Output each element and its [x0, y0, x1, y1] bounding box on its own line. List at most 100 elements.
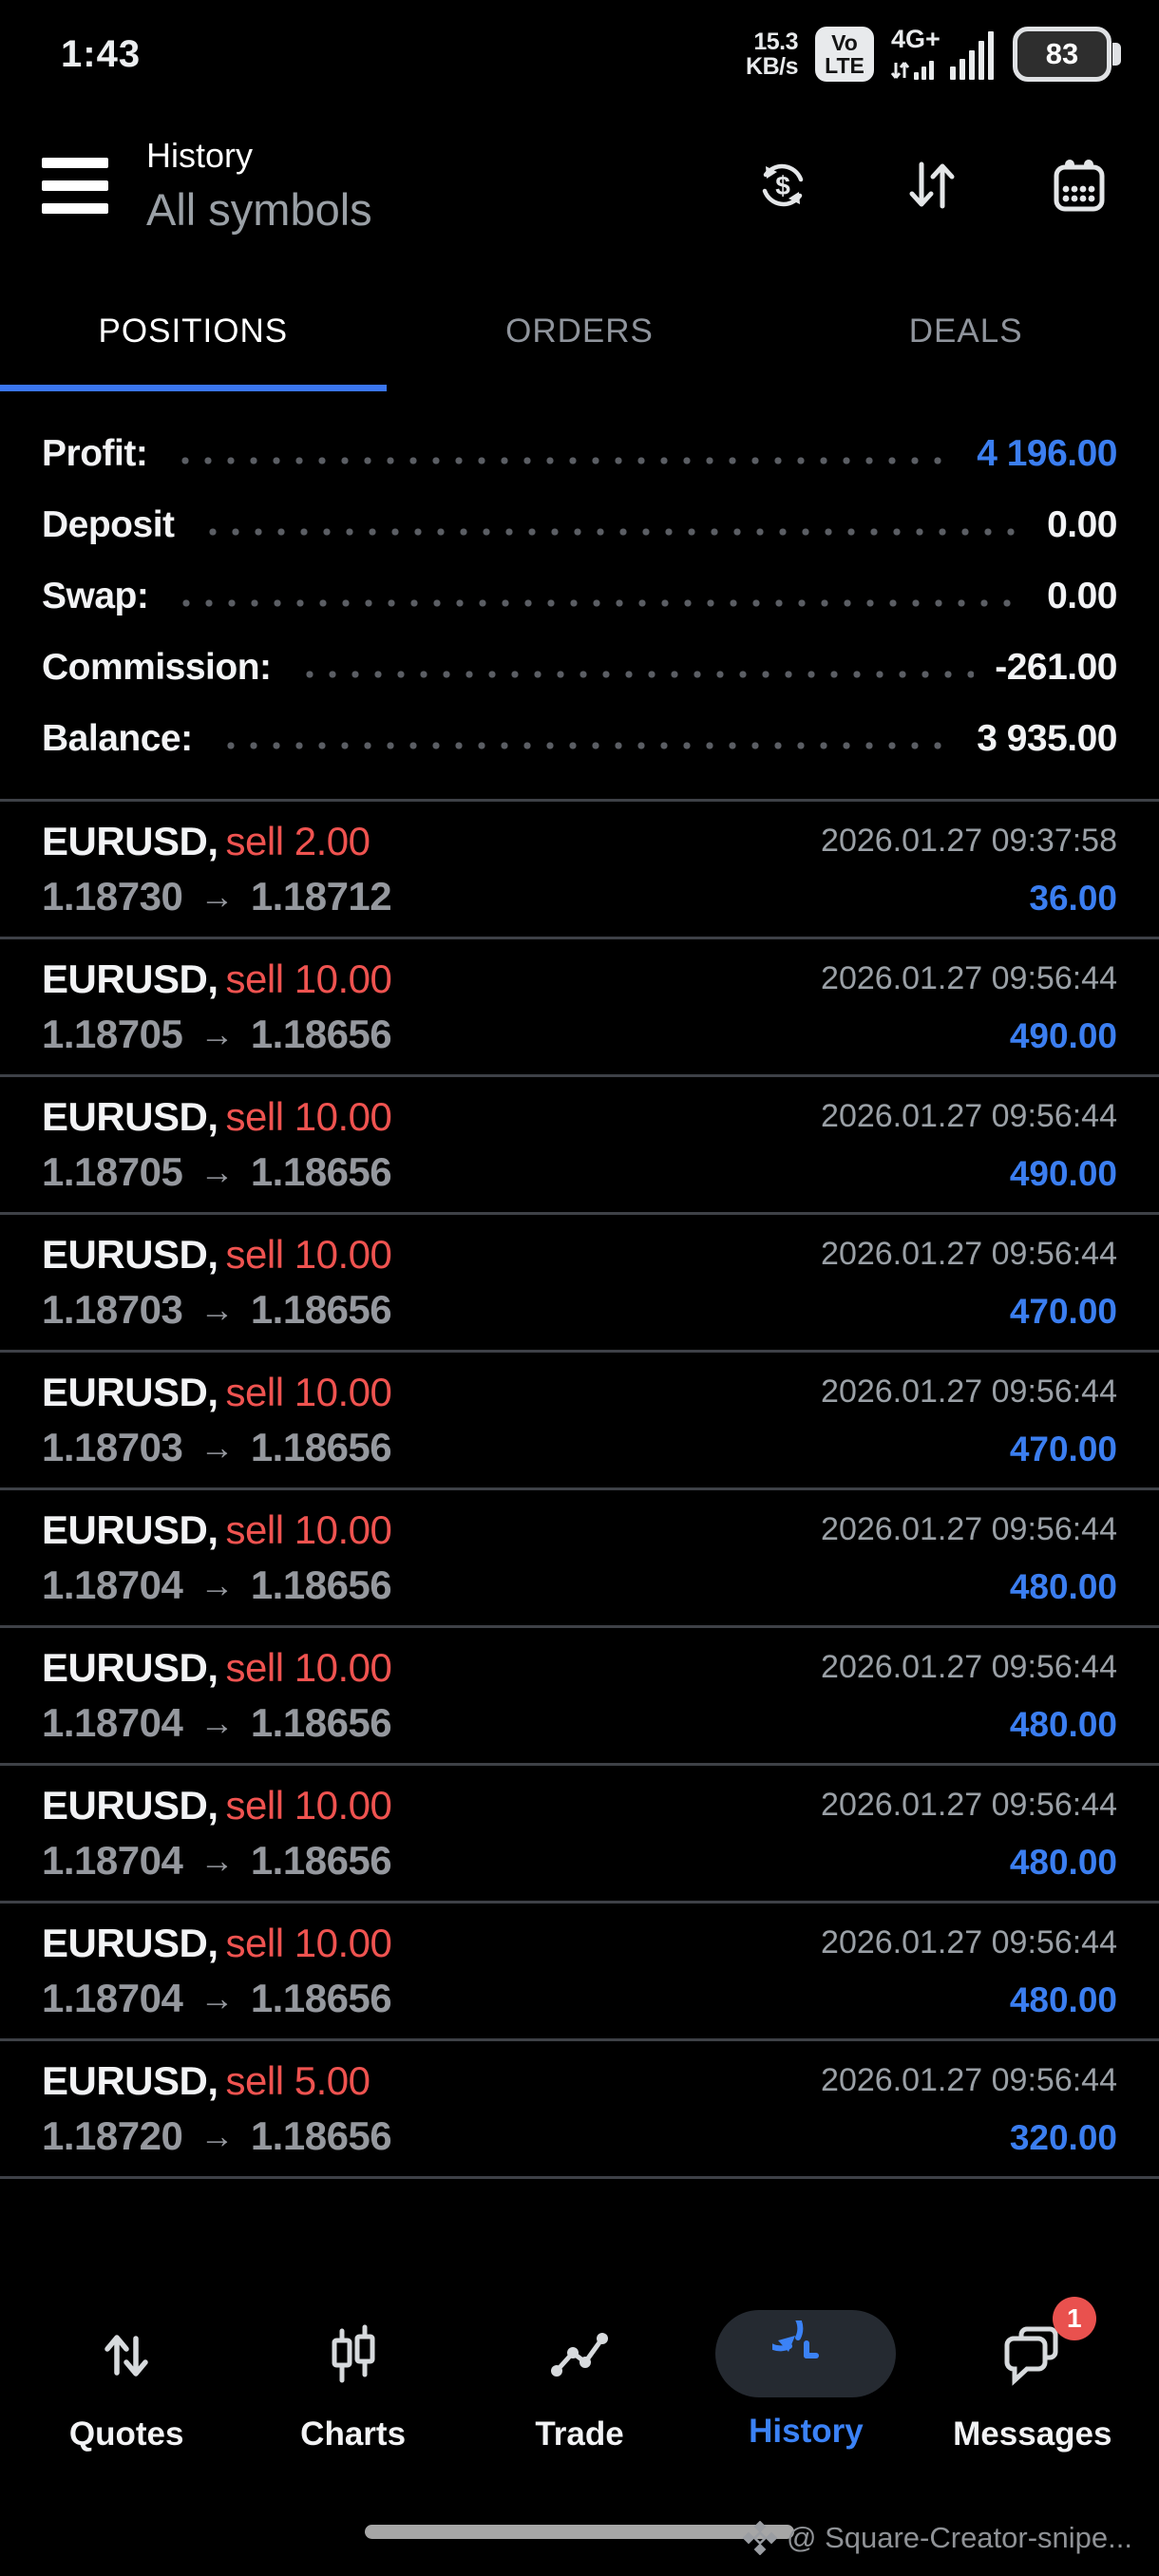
tab-orders[interactable]: ORDERS: [505, 313, 654, 350]
arrow-icon: →: [200, 1703, 234, 1742]
position-action: sell 10.00: [225, 957, 392, 1001]
summary-value-commission: -261.00: [995, 646, 1117, 688]
position-action: sell 10.00: [225, 1507, 392, 1552]
position-row[interactable]: EURUSD, sell 2.00 1.18730 → 1.18712 2026.01…: [0, 802, 1159, 939]
nav-item-trade[interactable]: Trade: [466, 2310, 693, 2453]
dotted-leader: [200, 526, 1027, 537]
app-header: History All symbols $: [0, 99, 1159, 272]
messages-badge: 1: [1052, 2297, 1096, 2340]
close-price: 1.18712: [250, 874, 392, 919]
position-profit: 470.00: [1009, 1292, 1117, 1331]
position-action: sell 5.00: [225, 2058, 370, 2103]
account-summary: Profit: 4 196.00 Deposit 0.00 Swap: 0.00…: [0, 391, 1159, 799]
sort-icon[interactable]: [901, 155, 961, 216]
summary-row-balance: Balance: 3 935.00: [42, 703, 1117, 774]
summary-label: Profit:: [42, 432, 148, 474]
open-price: 1.18705: [42, 1149, 183, 1194]
position-profit: 320.00: [1009, 2118, 1117, 2157]
position-left: EURUSD, sell 10.00 1.18704 → 1.18656: [42, 1921, 392, 2038]
open-price: 1.18704: [42, 1700, 183, 1745]
position-datetime: 2026.01.27 09:56:44: [821, 960, 1117, 996]
arrow-icon: →: [200, 1841, 234, 1880]
home-indicator[interactable]: [365, 2525, 794, 2539]
network-type: 4G+: [891, 25, 940, 53]
nav-item-history[interactable]: History: [693, 2310, 919, 2451]
position-datetime: 2026.01.27 09:56:44: [821, 1373, 1117, 1410]
position-row[interactable]: EURUSD, sell 10.00 1.18704 → 1.18656 2026.0…: [0, 1490, 1159, 1628]
position-left: EURUSD, sell 10.00 1.18704 → 1.18656: [42, 1645, 392, 1763]
open-price: 1.18704: [42, 1976, 183, 2020]
position-profit: 36.00: [1029, 879, 1117, 918]
position-profit: 470.00: [1009, 1430, 1117, 1468]
tab-positions[interactable]: POSITIONS: [98, 313, 289, 350]
summary-label: Swap:: [42, 575, 149, 616]
tab-deals[interactable]: DEALS: [908, 313, 1023, 350]
position-datetime: 2026.01.27 09:56:44: [821, 2062, 1117, 2098]
position-right: 2026.01.27 09:37:58 36.00: [821, 819, 1117, 937]
nav-label-charts: Charts: [300, 2415, 407, 2453]
summary-row-profit: Profit: 4 196.00: [42, 418, 1117, 489]
position-row[interactable]: EURUSD, sell 10.00 1.18703 → 1.18656 2026.0…: [0, 1353, 1159, 1490]
position-profit: 480.00: [1009, 1980, 1117, 2019]
arrow-icon: →: [200, 1152, 234, 1191]
position-symbol: EURUSD,: [42, 1645, 218, 1690]
position-row[interactable]: EURUSD, sell 10.00 1.18704 → 1.18656 2026.0…: [0, 1628, 1159, 1766]
summary-row-commission: Commission: -261.00: [42, 632, 1117, 703]
position-datetime: 2026.01.27 09:56:44: [821, 1511, 1117, 1547]
summary-label: Commission:: [42, 646, 272, 688]
status-time: 1:43: [61, 32, 142, 75]
position-datetime: 2026.01.27 09:56:44: [821, 1236, 1117, 1272]
summary-row-swap: Swap: 0.00: [42, 560, 1117, 632]
position-left: EURUSD, sell 10.00 1.18705 → 1.18656: [42, 1094, 392, 1212]
open-price: 1.18704: [42, 1838, 183, 1883]
position-symbol: EURUSD,: [42, 2058, 218, 2103]
empty-area: [0, 2179, 1159, 2297]
open-price: 1.18703: [42, 1425, 183, 1469]
position-datetime: 2026.01.27 09:56:44: [821, 1924, 1117, 1960]
position-right: 2026.01.27 09:56:44 470.00: [821, 1370, 1117, 1487]
position-symbol: EURUSD,: [42, 1370, 218, 1414]
position-profit: 490.00: [1009, 1016, 1117, 1055]
position-left: EURUSD, sell 10.00 1.18704 → 1.18656: [42, 1507, 392, 1625]
battery-percent: 83: [1045, 37, 1079, 70]
positions-list: EURUSD, sell 2.00 1.18730 → 1.18712 2026.01…: [0, 799, 1159, 2179]
footer: @ Square-Creator-snipe...: [0, 2494, 1159, 2576]
position-action: sell 2.00: [225, 819, 370, 863]
summary-value-deposit: 0.00: [1047, 503, 1117, 545]
position-row[interactable]: EURUSD, sell 10.00 1.18704 → 1.18656 2026.0…: [0, 1766, 1159, 1904]
position-row[interactable]: EURUSD, sell 10.00 1.18703 → 1.18656 2026.0…: [0, 1215, 1159, 1353]
position-right: 2026.01.27 09:56:44 480.00: [821, 1783, 1117, 1901]
position-row[interactable]: EURUSD, sell 10.00 1.18705 → 1.18656 2026.0…: [0, 939, 1159, 1077]
diamond-logo-icon: [742, 2521, 777, 2555]
position-action: sell 10.00: [225, 1921, 392, 1965]
close-price: 1.18656: [250, 1838, 392, 1883]
position-action: sell 10.00: [225, 1370, 392, 1414]
position-datetime: 2026.01.27 09:56:44: [821, 1098, 1117, 1134]
position-row[interactable]: EURUSD, sell 10.00 1.18704 → 1.18656 2026.0…: [0, 1904, 1159, 2041]
position-profit: 480.00: [1009, 1843, 1117, 1882]
watermark: @ Square-Creator-snipe...: [742, 2521, 1132, 2555]
nav-item-messages[interactable]: 1 Messages: [920, 2297, 1146, 2453]
position-action: sell 10.00: [225, 1094, 392, 1139]
dotted-leader: [218, 740, 957, 750]
summary-label: Balance:: [42, 717, 193, 759]
position-row[interactable]: EURUSD, sell 5.00 1.18720 → 1.18656 2026.01…: [0, 2041, 1159, 2179]
currency-sync-icon[interactable]: $: [752, 155, 813, 216]
menu-icon[interactable]: [42, 157, 108, 214]
position-symbol: EURUSD,: [42, 1783, 218, 1828]
close-price: 1.18656: [250, 1976, 392, 2020]
summary-value-balance: 3 935.00: [977, 717, 1117, 759]
watermark-text: @ Square-Creator-snipe...: [786, 2521, 1132, 2554]
position-datetime: 2026.01.27 09:37:58: [821, 823, 1117, 859]
arrow-icon: →: [200, 2116, 234, 2155]
position-row[interactable]: EURUSD, sell 10.00 1.18705 → 1.18656 2026.0…: [0, 1077, 1159, 1215]
nav-item-quotes[interactable]: Quotes: [13, 2310, 239, 2453]
dotted-leader: [297, 669, 975, 679]
close-price: 1.18656: [250, 2113, 392, 2158]
page-title: History: [146, 135, 254, 175]
battery-icon: 83: [1013, 27, 1112, 82]
nav-item-charts[interactable]: Charts: [239, 2310, 466, 2453]
status-bar: 1:43 15.3 KB/s Vo LTE 4G+: [0, 0, 1159, 99]
bottom-nav: Quotes Charts: [0, 2297, 1159, 2494]
calendar-icon[interactable]: [1049, 155, 1110, 216]
